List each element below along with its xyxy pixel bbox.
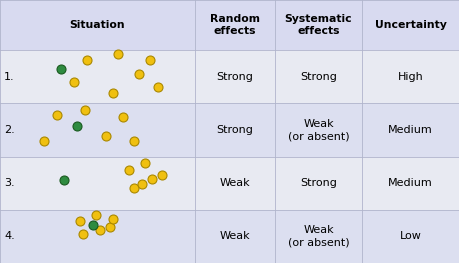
Point [130,138,138,143]
Point [54,113,61,117]
FancyBboxPatch shape [0,0,459,50]
Point [155,85,162,89]
Point [125,168,133,172]
Text: Medium: Medium [388,178,433,188]
Text: Strong: Strong [217,72,253,82]
Point [73,124,81,128]
FancyBboxPatch shape [0,156,459,210]
Text: Medium: Medium [388,125,433,135]
Point [158,173,165,177]
Point [83,58,90,62]
Point [109,217,117,221]
Text: Weak
(or absent): Weak (or absent) [288,225,349,247]
Text: 4.: 4. [4,231,15,241]
Text: Weak: Weak [220,231,250,241]
Text: Uncertainty: Uncertainty [375,20,447,30]
Text: Strong: Strong [300,72,337,82]
FancyBboxPatch shape [0,103,459,156]
Text: Weak
(or absent): Weak (or absent) [288,119,349,141]
Text: High: High [397,72,423,82]
Point [60,178,67,183]
Point [81,108,89,112]
Text: Strong: Strong [217,125,253,135]
Point [130,186,138,191]
Point [135,72,142,76]
Text: Situation: Situation [70,20,125,30]
Text: 3.: 3. [4,178,15,188]
Point [106,225,113,229]
Text: Systematic
effects: Systematic effects [285,14,353,36]
Text: Strong: Strong [300,178,337,188]
Text: 1.: 1. [4,72,15,82]
Point [109,90,117,95]
Text: 2.: 2. [4,125,15,135]
Point [142,161,149,165]
Point [119,114,126,119]
Text: Weak: Weak [220,178,250,188]
FancyBboxPatch shape [0,210,459,263]
Text: Low: Low [400,231,421,241]
Point [139,182,146,186]
Point [96,228,103,232]
FancyBboxPatch shape [0,50,459,103]
Point [146,58,154,62]
Point [57,67,64,71]
Point [90,222,97,227]
Point [114,52,121,56]
Point [80,232,87,236]
Point [77,219,84,224]
Point [102,134,110,138]
Point [41,138,48,143]
Point [148,177,156,181]
Text: Random
effects: Random effects [210,14,260,36]
Point [70,80,77,84]
Point [93,213,100,217]
